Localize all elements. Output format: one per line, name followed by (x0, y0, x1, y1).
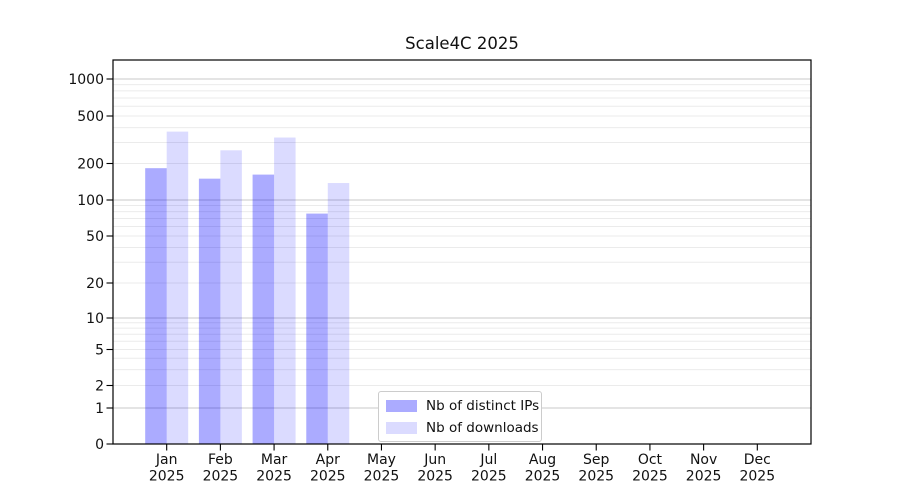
x-tick-label-month: May (367, 452, 396, 468)
legend-swatch-distinct-ips (386, 399, 417, 412)
x-tick-label-month: Aug (529, 452, 556, 468)
y-tick-label: 5 (95, 342, 104, 358)
x-tick-label-month: Apr (316, 452, 340, 468)
y-tick-label: 10 (86, 311, 104, 327)
plot-border (112, 59, 812, 445)
x-tick-label-year: 2025 (149, 469, 185, 485)
x-tick-label-month: Sep (583, 452, 610, 468)
legend: Nb of distinct IPs Nb of downloads (378, 391, 542, 442)
legend-item-downloads: Nb of downloads (386, 419, 539, 436)
x-tick-label-month: Jan (155, 452, 178, 468)
y-tick-label: 2 (95, 378, 104, 394)
x-tick-label-year: 2025 (417, 469, 453, 485)
x-tick-label-year: 2025 (739, 469, 775, 485)
y-tick-label: 1000 (68, 72, 104, 88)
bar-distinct-ips-jan (145, 168, 167, 444)
y-tick-label: 100 (77, 193, 104, 209)
legend-label-distinct-ips: Nb of distinct IPs (426, 397, 540, 414)
y-tick-label: 500 (77, 109, 104, 125)
bar-distinct-ips-feb (198, 178, 221, 444)
bar-distinct-ips-apr (306, 213, 328, 444)
x-tick-label-year: 2025 (203, 469, 239, 485)
y-tick-label: 0 (95, 437, 104, 453)
legend-swatch-downloads (386, 421, 417, 434)
chart-title: Scale4C 2025 (405, 34, 519, 53)
x-tick-label-year: 2025 (686, 469, 722, 485)
bar-distinct-ips-mar (252, 174, 275, 444)
y-tick-label: 1 (95, 401, 104, 417)
y-tick-label: 50 (86, 229, 104, 245)
bar-downloads-mar (274, 137, 296, 444)
y-tick-label: 200 (77, 156, 104, 172)
x-tick-label-year: 2025 (256, 469, 292, 485)
bar-downloads-jan (166, 131, 189, 444)
x-tick-label-month: Oct (638, 452, 663, 468)
legend-label-downloads: Nb of downloads (426, 419, 539, 436)
x-tick-label-year: 2025 (525, 469, 561, 485)
x-tick-label-month: Dec (744, 452, 771, 468)
x-tick-label-year: 2025 (310, 469, 346, 485)
x-tick-label-month: Nov (690, 452, 717, 468)
x-tick-label-month: Mar (261, 452, 288, 468)
x-tick-label-month: Jun (423, 452, 446, 468)
bar-downloads-apr (327, 183, 350, 444)
x-tick-label-year: 2025 (471, 469, 507, 485)
x-tick-label-month: Jul (479, 452, 497, 468)
legend-item-distinct-ips: Nb of distinct IPs (386, 397, 539, 414)
x-tick-label-year: 2025 (632, 469, 668, 485)
x-tick-label-year: 2025 (364, 469, 400, 485)
x-tick-label-year: 2025 (578, 469, 614, 485)
bar-downloads-feb (220, 150, 242, 444)
x-tick-label-month: Feb (208, 452, 233, 468)
y-tick-label: 20 (86, 276, 104, 292)
